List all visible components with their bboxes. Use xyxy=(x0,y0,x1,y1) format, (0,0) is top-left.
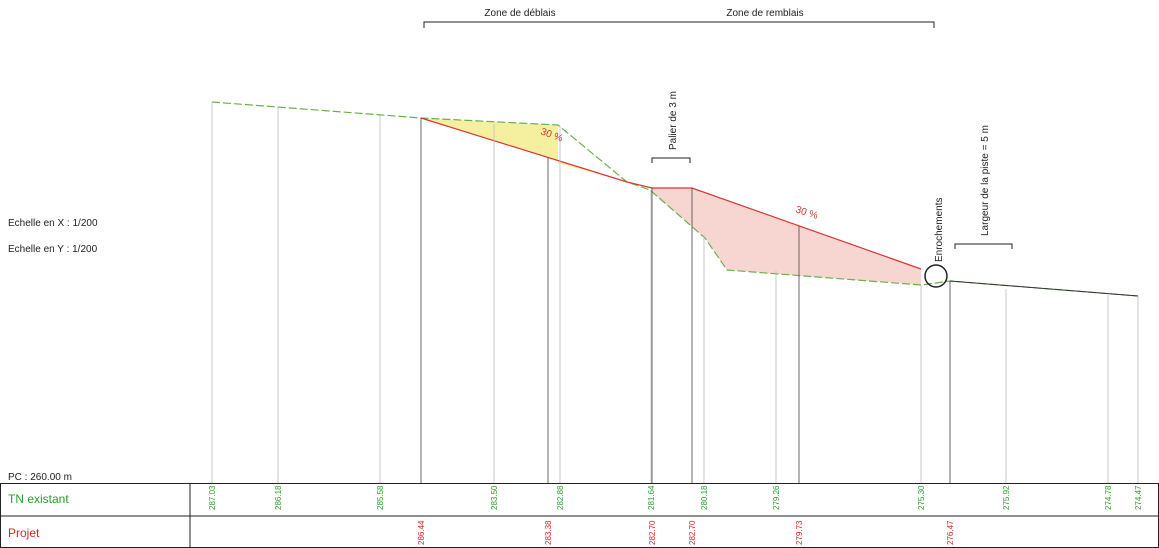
row-label: Projet xyxy=(8,526,40,540)
scale-label: Echelle en X : 1/200 xyxy=(8,218,98,229)
scale-label: Echelle en Y : 1/200 xyxy=(8,244,98,255)
tn-value: 285.58 xyxy=(376,485,385,510)
zone-label: Zone de remblais xyxy=(726,8,803,19)
profile-drawing: Zone de déblais Zone de remblais 30 % 30… xyxy=(0,0,1159,548)
tn-value: 286.18 xyxy=(274,485,283,510)
tn-value: 282.88 xyxy=(556,485,565,510)
zone-label: Zone de déblais xyxy=(484,8,555,19)
project-value: 286.44 xyxy=(417,520,426,545)
rock-symbol xyxy=(925,265,947,287)
rock-label: Enrochements xyxy=(934,198,945,262)
project-value: 276.47 xyxy=(946,520,955,545)
tn-value: 274.78 xyxy=(1104,485,1113,510)
width-bracket xyxy=(955,244,1012,249)
width-label: Largeur de la piste = 5 m xyxy=(980,125,991,236)
landing-bracket xyxy=(652,158,690,163)
tn-value: 283.50 xyxy=(490,485,499,510)
track-line xyxy=(950,281,1138,296)
tn-value: 279.26 xyxy=(772,485,781,510)
pc-label: PC : 260.00 m xyxy=(8,472,72,483)
fill-area xyxy=(650,188,921,285)
tn-value: 275.92 xyxy=(1002,485,1011,510)
tn-value: 274.47 xyxy=(1134,485,1143,510)
landing-label: Palier de 3 m xyxy=(668,91,679,150)
slope-label: 30 % xyxy=(794,204,819,222)
tn-value: 275.30 xyxy=(917,485,926,510)
project-value: 282.70 xyxy=(648,520,657,545)
project-value: 282.70 xyxy=(688,520,697,545)
project-value: 283.38 xyxy=(544,520,553,545)
tn-value: 280.18 xyxy=(700,485,709,510)
tn-value: 287.03 xyxy=(208,485,217,510)
row-label: TN existant xyxy=(8,492,69,506)
tn-value: 281.64 xyxy=(647,485,656,510)
zone-bracket xyxy=(424,22,934,28)
project-value: 279.73 xyxy=(795,520,804,545)
